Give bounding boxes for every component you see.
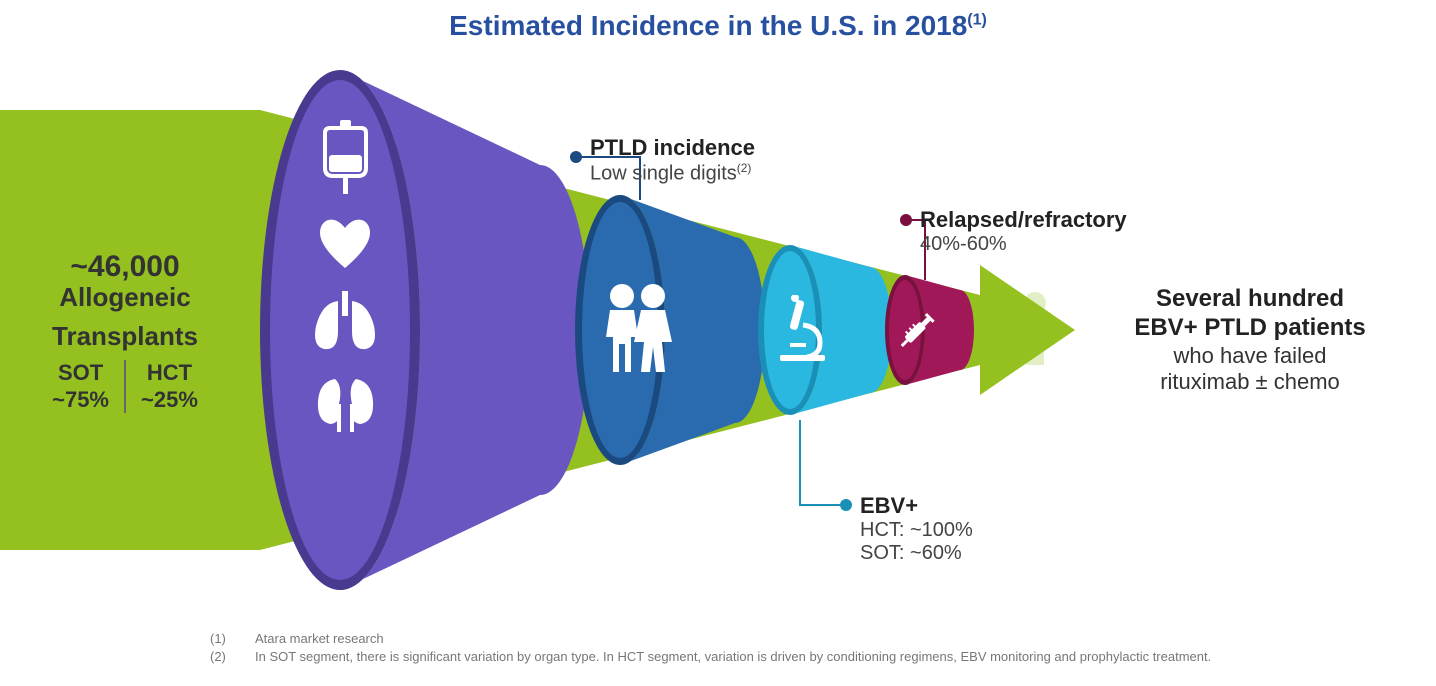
funnel-diagram: ~46,000 Allogeneic Transplants SOT ~75% … [0, 50, 1436, 610]
outcome-block: Several hundred EBV+ PTLD patients who h… [1080, 285, 1420, 395]
lungs-icon [310, 291, 380, 356]
callout-ebv: EBV+ HCT: ~100% SOT: ~60% [860, 493, 973, 565]
outcome-line1: Several hundred [1080, 285, 1420, 314]
hct-label: HCT [141, 360, 198, 386]
purple-icons [310, 120, 380, 434]
outcome-line4: rituximab ± chemo [1080, 369, 1420, 395]
syringe-icon [895, 308, 940, 353]
outcome-line3: who have failed [1080, 343, 1420, 369]
transplants-number: ~46,000 [10, 250, 240, 283]
hct-col: HCT ~25% [126, 360, 213, 413]
relapsed-sub: 40%-60% [920, 233, 1127, 256]
footnote-2: (2) In SOT segment, there is significant… [210, 648, 1211, 666]
transplants-label-2: Transplants [10, 322, 240, 351]
footnote-1: (1) Atara market research [210, 630, 1211, 648]
heart-icon [315, 213, 375, 273]
transplants-label-1: Allogeneic [10, 283, 240, 312]
kidneys-icon [313, 374, 378, 434]
ptld-sub: Low single digits(2) [590, 161, 755, 186]
sot-col: SOT ~75% [37, 360, 126, 413]
title-sup: (1) [967, 12, 987, 29]
ptld-title: PTLD incidence [590, 135, 755, 161]
ebv-sub1: HCT: ~100% [860, 519, 973, 542]
ebv-sub2: SOT: ~60% [860, 542, 973, 565]
callout-relapsed: Relapsed/refractory 40%-60% [920, 207, 1127, 256]
relapsed-title: Relapsed/refractory [920, 207, 1127, 233]
transplants-split: SOT ~75% HCT ~25% [10, 360, 240, 413]
footnote-1-text: Atara market research [255, 630, 384, 648]
footnotes: (1) Atara market research (2) In SOT seg… [210, 630, 1211, 666]
footnote-1-num: (1) [210, 630, 235, 648]
outcome-line2: EBV+ PTLD patients [1080, 314, 1420, 343]
footnote-2-text: In SOT segment, there is significant var… [255, 648, 1211, 666]
hct-value: ~25% [141, 387, 198, 413]
people-icon [600, 282, 675, 377]
footnote-2-num: (2) [210, 648, 235, 666]
microscope-icon [775, 295, 830, 365]
callout-ptld: PTLD incidence Low single digits(2) [590, 135, 755, 186]
sot-value: ~75% [52, 387, 109, 413]
transplants-block: ~46,000 Allogeneic Transplants SOT ~75% … [10, 250, 240, 413]
sot-label: SOT [52, 360, 109, 386]
chart-title: Estimated Incidence in the U.S. in 2018(… [0, 10, 1436, 42]
iv-bag-icon [318, 120, 373, 195]
title-text: Estimated Incidence in the U.S. in 2018 [449, 10, 967, 41]
ebv-title: EBV+ [860, 493, 973, 519]
